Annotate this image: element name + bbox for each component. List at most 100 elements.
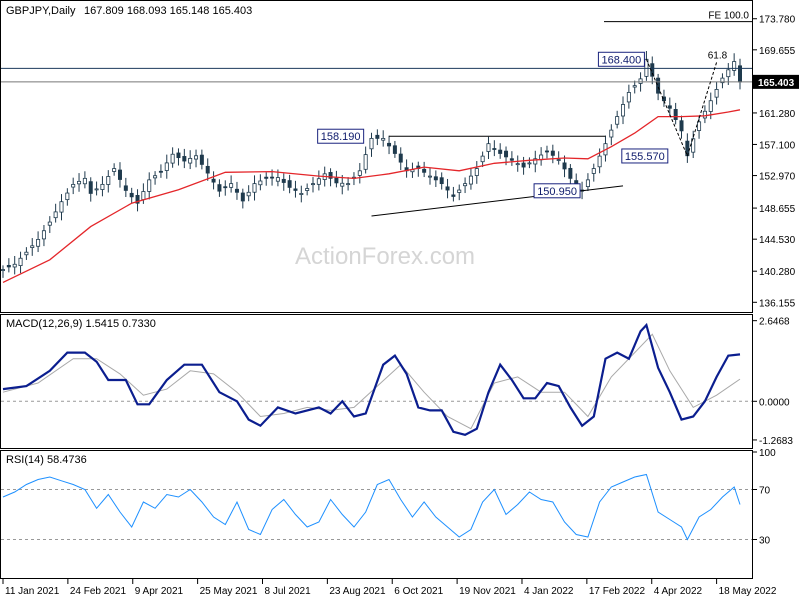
candle-body xyxy=(720,77,725,84)
candle-body xyxy=(533,158,538,165)
price-label-text: 150.950 xyxy=(537,186,577,198)
candle-body xyxy=(667,105,672,109)
candle-body xyxy=(199,154,204,165)
price-grid xyxy=(752,18,757,303)
candle-body xyxy=(585,179,590,188)
candle-body xyxy=(392,145,397,154)
x-tick-label: 24 Feb 2021 xyxy=(70,586,127,597)
candle-body xyxy=(129,192,134,198)
candle-body xyxy=(164,162,169,171)
candle-body xyxy=(439,177,444,185)
candle-body xyxy=(480,155,485,163)
candle-body xyxy=(732,61,737,71)
candle-body xyxy=(6,264,11,268)
candle-body xyxy=(30,245,35,248)
price-axis: 173.780 169.655 161.280 157.100 152.970 148.6… xyxy=(753,15,799,309)
x-axis: 11 Jan 2021 24 Feb 2021 9 Apr 2021 25 May 2… xyxy=(2,579,777,597)
candle-body xyxy=(158,170,163,173)
trendlines xyxy=(371,59,718,217)
candle-body xyxy=(153,175,158,179)
x-tick-label: 19 Nov 2021 xyxy=(459,586,516,597)
candle-body xyxy=(679,120,684,132)
price-tick-label: 144.530 xyxy=(759,235,796,246)
macd-axis: 2.6468 0.0000 -1.2683 xyxy=(752,317,793,447)
candle-body xyxy=(638,78,643,84)
candle-body xyxy=(12,263,17,268)
price-label-box xyxy=(317,128,365,144)
candle-body xyxy=(217,184,222,192)
candle-body xyxy=(240,192,245,202)
rsi-axis: 100 70 30 xyxy=(752,448,776,547)
candle-body xyxy=(427,175,432,178)
price-pane xyxy=(0,0,753,313)
candle-body xyxy=(205,165,210,174)
candle-body xyxy=(433,176,438,181)
candle-body xyxy=(141,191,146,200)
candle-body xyxy=(293,188,298,191)
rsi-tick-label: 100 xyxy=(759,448,776,459)
candle-body xyxy=(123,185,128,191)
candle-body xyxy=(287,180,292,188)
candle-body xyxy=(498,149,503,154)
rsi-grid xyxy=(1,489,752,540)
candle-body xyxy=(77,180,82,185)
macd-tick-label: 2.6468 xyxy=(759,317,790,328)
price-tick-label: 157.100 xyxy=(759,140,796,151)
candle-body xyxy=(673,109,678,120)
candle-body xyxy=(47,221,52,226)
candle-body xyxy=(270,176,275,179)
candle-body xyxy=(504,150,509,158)
candle-body xyxy=(656,77,661,94)
candle-body xyxy=(568,167,573,179)
candle-body xyxy=(468,175,473,185)
candle-body xyxy=(346,183,351,186)
candle-body xyxy=(252,183,257,193)
candle-body xyxy=(492,148,497,150)
price-label-text: 155.570 xyxy=(625,151,665,163)
candle-body xyxy=(94,188,99,191)
trendline xyxy=(371,185,624,217)
candle-body xyxy=(234,188,239,193)
candle-body xyxy=(311,183,316,186)
candle-body xyxy=(112,168,117,172)
candle-body xyxy=(544,150,549,153)
candle-body xyxy=(591,168,596,174)
candle-body xyxy=(117,169,122,180)
current-price-label: 165.403 xyxy=(758,78,795,89)
candle-body xyxy=(264,176,269,179)
price-label-text: 158.190 xyxy=(321,131,361,143)
price-tick-label: 152.970 xyxy=(759,172,796,183)
candle-body xyxy=(556,159,561,161)
candle-body xyxy=(65,192,70,201)
price-label-text: 168.400 xyxy=(602,54,642,66)
candle-body xyxy=(445,186,450,191)
candle-body xyxy=(229,183,234,188)
ohlc-label: 167.809 168.093 165.148 165.403 xyxy=(84,5,252,17)
x-tick-label: 4 Jan 2022 xyxy=(524,586,574,597)
candle-body xyxy=(135,194,140,204)
price-tick-label: 169.655 xyxy=(759,46,796,57)
candle-body xyxy=(340,182,345,187)
candle-body xyxy=(275,177,280,182)
candle-body xyxy=(369,138,374,150)
x-tick-label: 18 May 2022 xyxy=(719,586,777,597)
x-tick-label: 17 Feb 2022 xyxy=(589,586,646,597)
candle-body xyxy=(714,89,719,98)
candle-body xyxy=(59,201,64,213)
candle-body xyxy=(521,162,526,168)
price-labels: 158.190 150.950 168.400 155.570 61.8 xyxy=(317,50,728,199)
candle-body xyxy=(381,138,386,141)
candle-body xyxy=(708,100,713,112)
price-label-box xyxy=(597,51,645,67)
candle-body xyxy=(702,110,707,119)
candle-body xyxy=(170,153,175,164)
candle-body xyxy=(457,189,462,193)
candle-body xyxy=(515,163,520,166)
candle-body xyxy=(697,121,702,131)
macd-lines xyxy=(2,322,741,436)
candle-body xyxy=(246,191,251,197)
candle-body xyxy=(88,181,93,194)
price-tick-label: 173.780 xyxy=(759,15,796,26)
candle-body xyxy=(615,116,620,125)
